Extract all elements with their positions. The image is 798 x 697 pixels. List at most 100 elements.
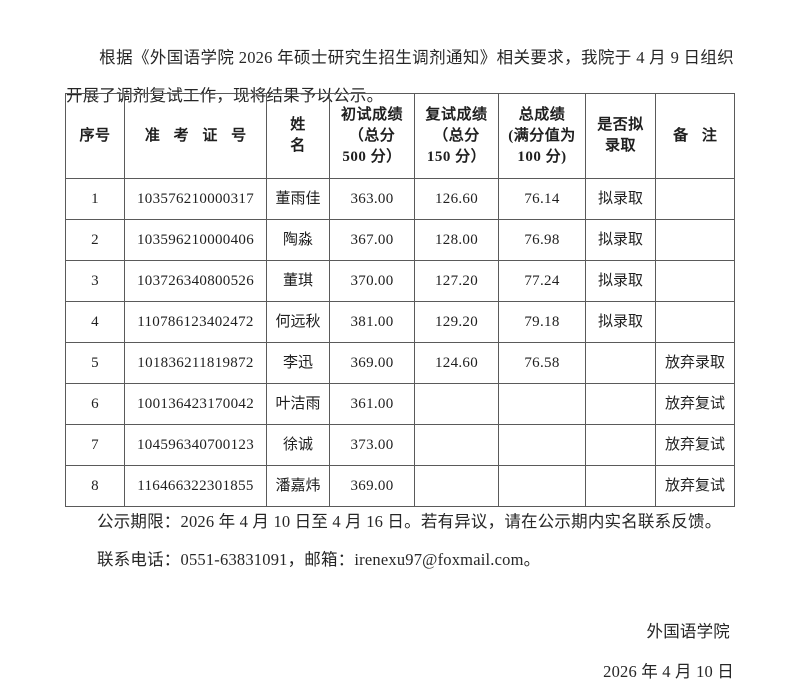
cell-prelim: 367.00 bbox=[329, 219, 415, 261]
cell-seq: 6 bbox=[65, 383, 125, 425]
column-header-retest-lines: 复试成绩 （总分 150 分） bbox=[417, 105, 496, 168]
cell-name: 叶洁雨 bbox=[266, 383, 330, 425]
cell-exam-id: 104596340700123 bbox=[124, 424, 267, 466]
cell-seq: 8 bbox=[65, 465, 125, 507]
cell-retest: 127.20 bbox=[414, 260, 499, 302]
cell-remark bbox=[655, 260, 735, 302]
table-row: 7 104596340700123 徐诚 373.00 放弃复试 bbox=[65, 424, 735, 466]
cell-name: 何远秋 bbox=[266, 301, 330, 343]
cell-name: 潘嘉炜 bbox=[266, 465, 330, 507]
table-header: 序号 准 考 证 号 姓名 初试成绩 （总分 500 分） 复试成绩 （总分 150 分… bbox=[65, 93, 735, 179]
cell-prelim: 373.00 bbox=[329, 424, 415, 466]
column-header-prelim: 初试成绩 （总分 500 分） bbox=[329, 93, 415, 179]
column-header-prelim-lines: 初试成绩 （总分 500 分） bbox=[332, 105, 412, 168]
column-header-remark: 备 注 bbox=[655, 93, 735, 179]
footer-notes: 公示期限：2026 年 4 月 10 日至 4 月 16 日。若有异议，请在公示… bbox=[97, 503, 737, 579]
table-row: 5 101836211819872 李迅 369.00 124.60 76.58… bbox=[65, 342, 735, 384]
column-header-admitted-lines: 是否拟 录取 bbox=[588, 115, 653, 157]
cell-total bbox=[498, 383, 586, 425]
cell-seq: 2 bbox=[65, 219, 125, 261]
cell-admitted bbox=[585, 465, 656, 507]
cell-exam-id: 101836211819872 bbox=[124, 342, 267, 384]
cell-remark bbox=[655, 301, 735, 343]
cell-total: 77.24 bbox=[498, 260, 586, 302]
table-row: 6 100136423170042 叶洁雨 361.00 放弃复试 bbox=[65, 383, 735, 425]
cell-retest: 124.60 bbox=[414, 342, 499, 384]
column-header-remark-label: 备 注 bbox=[673, 127, 722, 144]
cell-retest: 128.00 bbox=[414, 219, 499, 261]
column-header-name: 姓名 bbox=[266, 93, 330, 179]
cell-name: 董雨佳 bbox=[266, 178, 330, 220]
cell-exam-id: 103596210000406 bbox=[124, 219, 267, 261]
table-row: 8 116466322301855 潘嘉炜 369.00 放弃复试 bbox=[65, 465, 735, 507]
column-header-seq: 序号 bbox=[65, 93, 125, 179]
table-body: 1 103576210000317 董雨佳 363.00 126.60 76.1… bbox=[65, 178, 735, 507]
cell-total: 76.14 bbox=[498, 178, 586, 220]
cell-retest bbox=[414, 383, 499, 425]
column-header-name-line-2: 名 bbox=[290, 138, 306, 154]
column-header-retest-line-2: （总分 bbox=[433, 127, 480, 144]
cell-remark bbox=[655, 219, 735, 261]
table-row: 1 103576210000317 董雨佳 363.00 126.60 76.1… bbox=[65, 178, 735, 220]
column-header-total: 总成绩 (满分值为 100 分) bbox=[498, 93, 586, 179]
column-header-retest: 复试成绩 （总分 150 分） bbox=[414, 93, 499, 179]
cell-name: 徐诚 bbox=[266, 424, 330, 466]
cell-admitted: 拟录取 bbox=[585, 301, 656, 343]
contact-note: 联系电话：0551-63831091，邮箱：irenexu97@foxmail.… bbox=[97, 550, 541, 569]
cell-seq: 1 bbox=[65, 178, 125, 220]
cell-admitted: 拟录取 bbox=[585, 178, 656, 220]
signature-block: 外国语学院 2026 年 4 月 10 日 bbox=[603, 612, 734, 692]
cell-total: 76.58 bbox=[498, 342, 586, 384]
results-table: 序号 准 考 证 号 姓名 初试成绩 （总分 500 分） 复试成绩 （总分 150 分… bbox=[65, 93, 735, 507]
cell-total: 79.18 bbox=[498, 301, 586, 343]
cell-exam-id: 103726340800526 bbox=[124, 260, 267, 302]
column-header-prelim-line-2: （总分 bbox=[348, 127, 396, 144]
column-header-admitted-line-2: 录取 bbox=[604, 138, 636, 154]
column-header-total-line-2: (满分值为 bbox=[508, 127, 576, 144]
cell-seq: 5 bbox=[65, 342, 125, 384]
cell-exam-id: 116466322301855 bbox=[124, 465, 267, 507]
column-header-retest-line-3: 150 分） bbox=[426, 148, 487, 165]
cell-remark: 放弃复试 bbox=[655, 424, 735, 466]
column-header-name-line-1: 姓 bbox=[290, 117, 306, 133]
cell-retest bbox=[414, 424, 499, 466]
table-row: 3 103726340800526 董琪 370.00 127.20 77.24… bbox=[65, 260, 735, 302]
cell-total: 76.98 bbox=[498, 219, 586, 261]
cell-total bbox=[498, 424, 586, 466]
table-row: 2 103596210000406 陶淼 367.00 128.00 76.98… bbox=[65, 219, 735, 261]
cell-seq: 3 bbox=[65, 260, 125, 302]
results-table-container: 序号 准 考 证 号 姓名 初试成绩 （总分 500 分） 复试成绩 （总分 150 分… bbox=[65, 93, 735, 507]
cell-remark: 放弃录取 bbox=[655, 342, 735, 384]
signature-date: 2026 年 4 月 10 日 bbox=[603, 662, 734, 681]
column-header-prelim-line-1: 初试成绩 bbox=[340, 106, 403, 123]
column-header-seq-label: 序号 bbox=[79, 127, 111, 144]
table-row: 4 110786123402472 何远秋 381.00 129.20 79.1… bbox=[65, 301, 735, 343]
signature-organization: 外国语学院 bbox=[646, 622, 730, 641]
column-header-exam-id-label: 准 考 证 号 bbox=[144, 127, 252, 144]
cell-prelim: 361.00 bbox=[329, 383, 415, 425]
cell-name: 董琪 bbox=[266, 260, 330, 302]
cell-total bbox=[498, 465, 586, 507]
cell-prelim: 369.00 bbox=[329, 342, 415, 384]
cell-name: 陶淼 bbox=[266, 219, 330, 261]
cell-retest bbox=[414, 465, 499, 507]
column-header-retest-line-1: 复试成绩 bbox=[425, 106, 488, 123]
column-header-total-lines: 总成绩 (满分值为 100 分) bbox=[501, 105, 583, 168]
cell-seq: 7 bbox=[65, 424, 125, 466]
cell-exam-id: 110786123402472 bbox=[124, 301, 267, 343]
column-header-admitted-line-1: 是否拟 bbox=[597, 117, 644, 133]
column-header-admitted: 是否拟 录取 bbox=[585, 93, 656, 179]
cell-exam-id: 100136423170042 bbox=[124, 383, 267, 425]
cell-admitted: 拟录取 bbox=[585, 219, 656, 261]
cell-retest: 126.60 bbox=[414, 178, 499, 220]
cell-remark bbox=[655, 178, 735, 220]
cell-retest: 129.20 bbox=[414, 301, 499, 343]
cell-name: 李迅 bbox=[266, 342, 330, 384]
column-header-total-line-1: 总成绩 bbox=[518, 106, 566, 123]
cell-remark: 放弃复试 bbox=[655, 465, 735, 507]
table-header-row: 序号 准 考 证 号 姓名 初试成绩 （总分 500 分） 复试成绩 （总分 150 分… bbox=[65, 93, 735, 179]
cell-admitted bbox=[585, 383, 656, 425]
cell-remark: 放弃复试 bbox=[655, 383, 735, 425]
cell-seq: 4 bbox=[65, 301, 125, 343]
